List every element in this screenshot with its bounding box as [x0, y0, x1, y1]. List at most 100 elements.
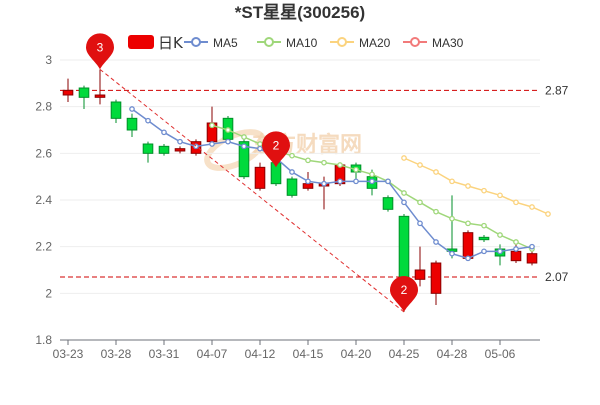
- x-tick-label: 04-12: [245, 347, 276, 361]
- x-tick-label: 05-06: [485, 347, 516, 361]
- ma10-point: [257, 141, 263, 147]
- ma20-point: [433, 169, 439, 175]
- y-tick-label: 2.2: [35, 240, 52, 254]
- y-tick-label: 2.6: [35, 146, 52, 160]
- ma5-point: [529, 243, 535, 250]
- ma5-point: [129, 106, 135, 112]
- candle-body: [78, 87, 90, 98]
- ma20-point: [449, 178, 455, 185]
- candle-body: [382, 197, 394, 210]
- ma20-point: [417, 162, 423, 168]
- ma5-point: [449, 250, 455, 257]
- candle-body: [254, 166, 266, 189]
- ma20-point: [529, 204, 535, 210]
- ma5-point: [369, 178, 375, 185]
- marker-pin: [390, 276, 418, 312]
- ma5-point: [225, 138, 231, 145]
- ma5-point: [337, 178, 343, 185]
- legend-candle-icon: [128, 35, 154, 49]
- x-tick-label: 04-15: [293, 347, 324, 361]
- legend-label: MA5: [213, 36, 238, 50]
- ma10-point: [209, 122, 215, 129]
- ma20-point: [497, 192, 503, 199]
- chart-grid: [60, 59, 540, 294]
- moving-averages: [129, 106, 551, 262]
- ma10-point: [433, 208, 439, 215]
- ma10-point: [225, 127, 231, 133]
- y-tick-label: 2: [45, 286, 52, 300]
- reference-line-label: 2.07: [545, 270, 569, 284]
- ma5-point: [433, 239, 439, 245]
- marker-label: 2: [401, 283, 408, 297]
- y-tick-label: 3: [45, 53, 52, 67]
- ma20-line: [403, 157, 549, 215]
- ma5-point: [513, 246, 519, 252]
- candle-body: [62, 89, 74, 96]
- ma20-point: [545, 211, 551, 217]
- reference-line-label: 2.87: [545, 83, 569, 97]
- ma10-point: [401, 190, 407, 196]
- y-tick-label: 2.4: [35, 193, 52, 207]
- legend-label: MA20: [359, 36, 391, 50]
- ma10-point: [305, 157, 311, 164]
- candle-body: [510, 250, 522, 262]
- ma10-point: [337, 162, 343, 168]
- candle-body: [414, 269, 426, 280]
- x-tick-label: 03-28: [101, 347, 132, 361]
- ma10-point: [369, 171, 375, 178]
- marker-label: 2: [273, 138, 280, 152]
- reference-lines: 2.87 2.07: [60, 83, 569, 284]
- legend-marker-icon: [264, 37, 274, 47]
- chart-legend: 日K MA5 MA10 MA20 MA30: [128, 34, 464, 52]
- ma10-point: [465, 220, 471, 227]
- x-tick-label: 04-28: [437, 347, 468, 361]
- legend-marker-icon: [410, 37, 420, 47]
- x-tick-label: 03-31: [149, 347, 180, 361]
- axes: 1.8 2 2.2 2.4 2.6 2.8 3 03-23 03-28 03-31 04-07 04-…: [35, 53, 540, 361]
- candle-body: [94, 94, 106, 98]
- ma10-point: [497, 232, 503, 238]
- legend-marker-icon: [191, 37, 201, 47]
- markers: 3 2 2: [86, 33, 418, 312]
- candle-body: [478, 236, 490, 241]
- chart-title: *ST星星(300256): [235, 3, 365, 22]
- ma5-point: [497, 248, 503, 255]
- candles: [62, 69, 538, 312]
- ma5-point: [177, 138, 183, 145]
- x-tick-label: 04-25: [389, 347, 420, 361]
- marker-label: 3: [97, 40, 104, 54]
- ma10-point: [513, 239, 519, 245]
- candle-body: [126, 117, 138, 131]
- ma5-point: [305, 178, 311, 185]
- ma20-point: [481, 187, 487, 194]
- candle-body: [302, 183, 314, 189]
- ma20-point: [465, 183, 471, 189]
- ma5-point: [465, 255, 471, 262]
- candle-body: [398, 215, 410, 278]
- ma5-point: [241, 143, 247, 150]
- trendline: [99, 68, 405, 313]
- ma5-point: [481, 248, 487, 255]
- x-tick-label: 04-20: [341, 347, 372, 361]
- marker-pin: [262, 131, 290, 168]
- candle-body: [174, 148, 186, 152]
- ma5-point: [321, 180, 327, 187]
- ma5-point: [401, 199, 407, 206]
- candle-body: [462, 232, 474, 259]
- ma5-point: [417, 220, 423, 227]
- candle-body: [142, 143, 154, 154]
- ma20-point: [513, 199, 519, 206]
- candle-body: [238, 141, 250, 178]
- trend-line: [99, 68, 405, 313]
- ma10-point: [321, 159, 327, 166]
- ma20-point: [401, 155, 407, 161]
- x-tick-label: 03-23: [53, 347, 84, 361]
- ma10-point: [241, 134, 247, 140]
- x-tick-label: 04-07: [197, 347, 228, 361]
- legend-label: MA10: [286, 36, 318, 50]
- ma5-point: [161, 129, 167, 136]
- y-tick-label: 2.8: [35, 100, 52, 114]
- ma5-point: [353, 178, 359, 185]
- ma10-point: [449, 215, 455, 222]
